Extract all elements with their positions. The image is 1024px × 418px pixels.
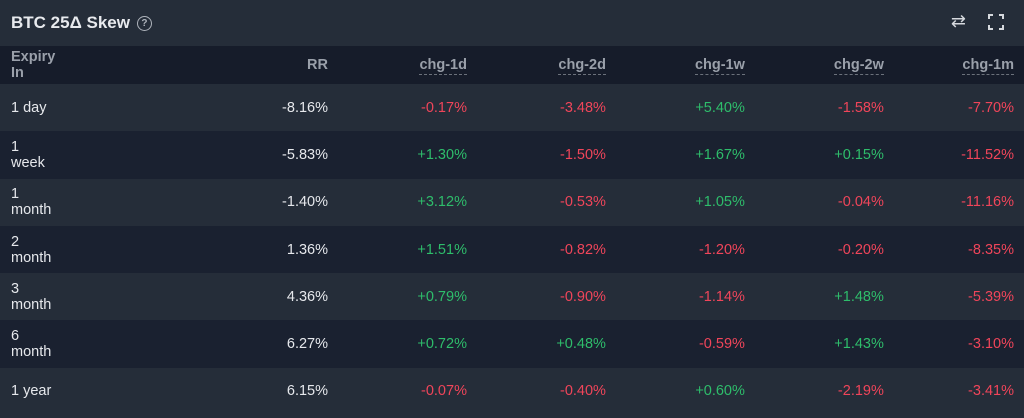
- change-cell: +1.48%: [834, 288, 884, 305]
- rr-cell: 1.36%: [286, 241, 328, 258]
- change-cell: -0.40%: [559, 383, 606, 400]
- change-cell: +3.12%: [417, 194, 467, 211]
- change-cell: -1.50%: [559, 146, 606, 163]
- change-cell: -7.70%: [968, 99, 1014, 116]
- column-header-chg-1m[interactable]: chg-1m: [883, 46, 1024, 84]
- table-row: 1 month -1.40% +3.12% -0.53% +1.05% -0.04% -11…: [0, 178, 1024, 226]
- change-cell: +0.15%: [834, 146, 884, 163]
- change-cell: -0.59%: [698, 336, 745, 353]
- change-cell: -0.04%: [837, 194, 884, 211]
- change-cell: -0.90%: [559, 288, 606, 305]
- rr-cell: 6.27%: [286, 336, 328, 353]
- rr-cell: 6.15%: [286, 383, 328, 400]
- change-cell: -0.07%: [421, 383, 467, 400]
- column-header-label: RR: [307, 57, 328, 73]
- change-cell: -0.20%: [837, 241, 884, 258]
- column-header-label: chg-1w: [694, 57, 745, 75]
- table-row: 1 day -8.16% -0.17% -3.48% +5.40% -1.58% -7.70…: [0, 84, 1024, 132]
- column-header-label: chg-2w: [833, 57, 884, 75]
- panel-title: BTC 25Δ Skew: [11, 13, 130, 32]
- expiry-cell: 3 month: [11, 280, 52, 313]
- change-cell: +5.40%: [695, 99, 745, 116]
- expiry-cell: 2 month: [11, 233, 52, 266]
- table-row: 1 year 6.15% -0.07% -0.40% +0.60% -2.19% -3.41…: [0, 367, 1024, 416]
- change-cell: -1.20%: [698, 241, 745, 258]
- change-cell: -3.41%: [968, 383, 1014, 400]
- help-icon[interactable]: ?: [136, 15, 152, 31]
- change-cell: +1.30%: [417, 146, 467, 163]
- change-cell: +1.67%: [695, 146, 745, 163]
- change-cell: +1.43%: [834, 336, 884, 353]
- change-cell: +0.72%: [417, 336, 467, 353]
- table-row: 6 month 6.27% +0.72% +0.48% -0.59% +1.43% -3.1…: [0, 320, 1024, 368]
- column-header-expiry-in: Expiry In: [0, 46, 56, 84]
- table-header: Expiry In RR chg-1d chg-2d chg-1w chg-2w chg-1…: [0, 46, 1024, 84]
- expiry-cell: 1 day: [11, 99, 47, 116]
- column-header-chg-2w[interactable]: chg-2w: [744, 46, 884, 84]
- rr-cell: -1.40%: [282, 194, 328, 211]
- column-header-label: chg-1d: [419, 57, 467, 75]
- change-cell: -2.19%: [837, 383, 884, 400]
- swap-icon[interactable]: ⇄: [950, 11, 966, 31]
- expiry-cell: 1 week: [11, 138, 45, 171]
- change-cell: -8.35%: [968, 241, 1014, 258]
- change-cell: +0.60%: [695, 383, 745, 400]
- rr-cell: -5.83%: [282, 146, 328, 163]
- expiry-cell: 6 month: [11, 328, 52, 361]
- column-header-chg-2d[interactable]: chg-2d: [466, 46, 606, 84]
- change-cell: +1.05%: [695, 194, 745, 211]
- change-cell: +1.51%: [417, 241, 467, 258]
- column-header-chg-1w[interactable]: chg-1w: [605, 46, 745, 84]
- change-cell: -0.82%: [559, 241, 606, 258]
- column-header-label: chg-2d: [558, 57, 606, 75]
- column-header-chg-1d[interactable]: chg-1d: [328, 46, 467, 84]
- change-cell: +0.48%: [556, 336, 606, 353]
- skew-table: Expiry In RR chg-1d chg-2d chg-1w chg-2w chg-1…: [0, 46, 1024, 416]
- change-cell: -0.17%: [421, 99, 467, 116]
- fullscreen-icon[interactable]: [988, 14, 1004, 30]
- table-row: 2 month 1.36% +1.51% -0.82% -1.20% -0.20% -8.3…: [0, 225, 1024, 274]
- change-cell: -11.16%: [961, 194, 1014, 211]
- column-header-rr: RR: [55, 46, 328, 84]
- change-cell: +0.79%: [417, 288, 467, 305]
- change-cell: -3.10%: [968, 336, 1014, 353]
- expiry-cell: 1 year: [11, 383, 52, 400]
- change-cell: -1.14%: [698, 288, 745, 305]
- table-row: 1 week -5.83% +1.30% -1.50% +1.67% +0.15% -11.…: [0, 131, 1024, 179]
- column-header-label: Expiry In: [11, 49, 56, 81]
- column-header-label: chg-1m: [962, 57, 1014, 75]
- change-cell: -1.58%: [837, 99, 884, 116]
- rr-cell: 4.36%: [286, 288, 328, 305]
- table-row: 3 month 4.36% +0.79% -0.90% -1.14% +1.48% -5.3…: [0, 273, 1024, 321]
- toolbar: ⇄: [951, 11, 1004, 32]
- change-cell: -5.39%: [968, 288, 1014, 305]
- change-cell: -11.52%: [961, 146, 1014, 163]
- rr-cell: -8.16%: [282, 99, 328, 116]
- change-cell: -0.53%: [559, 194, 606, 211]
- panel-header: BTC 25Δ Skew ? ⇄: [0, 0, 1024, 46]
- expiry-cell: 1 month: [11, 186, 52, 219]
- change-cell: -3.48%: [559, 99, 606, 116]
